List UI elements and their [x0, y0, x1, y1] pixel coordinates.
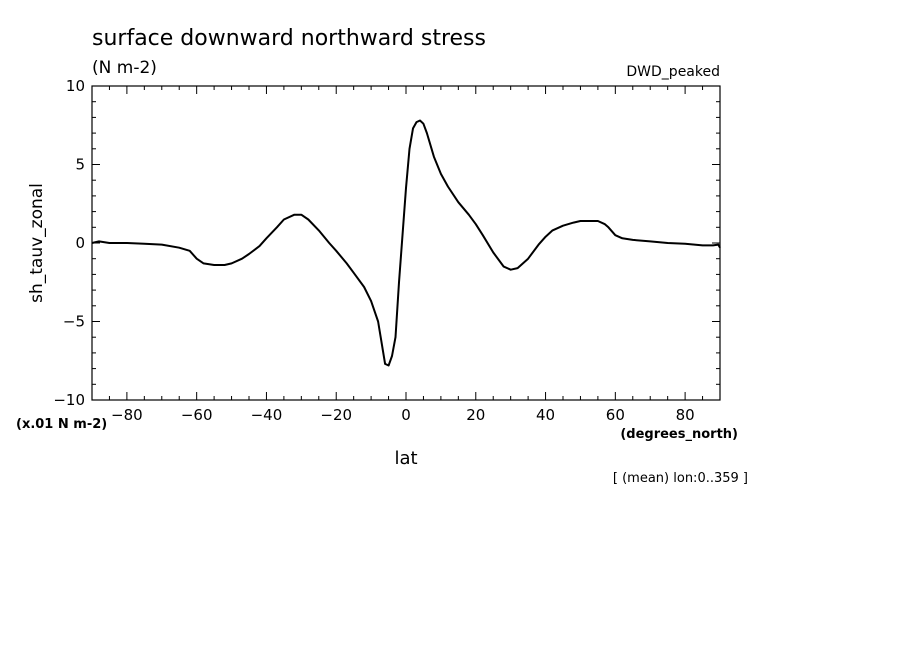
y-tick-label: 10	[66, 77, 85, 95]
x-tick-label: 40	[536, 406, 555, 424]
x-tick-label: 80	[676, 406, 695, 424]
x-tick-label: −80	[111, 406, 143, 424]
y-tick-label: 0	[75, 234, 85, 252]
chart-title: surface downward northward stress	[92, 26, 486, 51]
x-tick-label: −60	[181, 406, 213, 424]
x-units-label: (degrees_north)	[620, 427, 738, 442]
y-tick-label: 5	[75, 156, 85, 174]
footnote: [ (mean) lon:0..359 ]	[613, 471, 748, 486]
y-tick-label: −5	[63, 313, 85, 331]
y-tick-label: −10	[53, 391, 85, 409]
plot-frame	[91, 85, 721, 401]
x-axis-label: lat	[394, 448, 417, 469]
x-tick-label: −20	[320, 406, 352, 424]
x-tick-label: 0	[401, 406, 411, 424]
y-axis-label: sh_tauv_zonal	[27, 183, 47, 303]
x-tick-label: 20	[466, 406, 485, 424]
tick-labels: −80 −60 −40 −20 0 20 40 60 80 −10 −5 0 5 10	[53, 77, 694, 424]
chart-units: (N m-2)	[92, 58, 157, 78]
y-units-label: (x.01 N m-2)	[16, 417, 107, 432]
chart-tag: DWD_peaked	[626, 64, 720, 80]
x-tick-label: −40	[251, 406, 283, 424]
series-line	[91, 119, 721, 367]
axis-ticks	[91, 85, 721, 401]
x-tick-label: 60	[606, 406, 625, 424]
